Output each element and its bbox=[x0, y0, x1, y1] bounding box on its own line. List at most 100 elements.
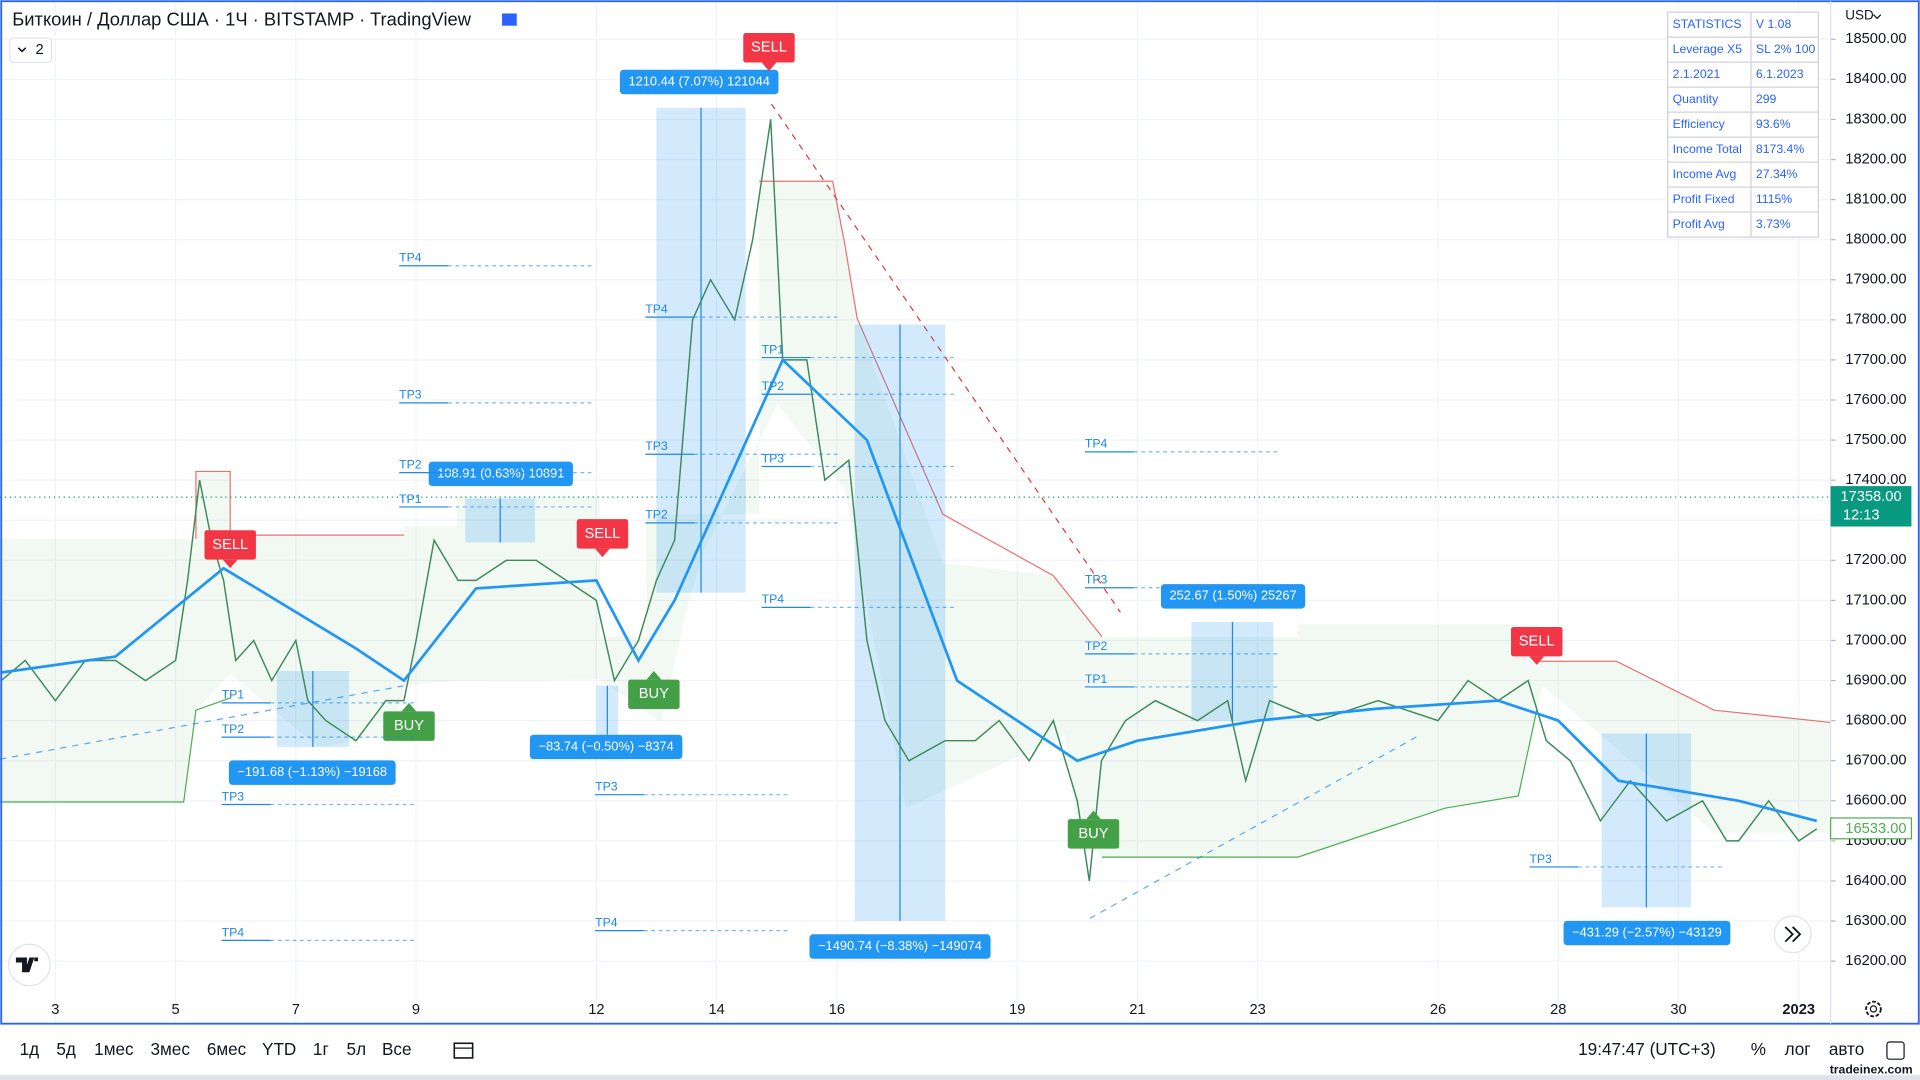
target-label: TP4 bbox=[762, 592, 785, 606]
stats-text: Income Avg bbox=[1673, 167, 1737, 181]
stats-cell bbox=[1667, 86, 1752, 113]
target-label: TP3 bbox=[399, 388, 422, 402]
target-label: TP4 bbox=[222, 925, 245, 939]
x-tick-label: 14 bbox=[708, 1002, 724, 1018]
x-tick-label: 5 bbox=[171, 1002, 179, 1018]
y-tick-label: 16700.00 bbox=[1845, 753, 1906, 769]
y-tick-label: 16900.00 bbox=[1845, 672, 1906, 688]
toolbar-edge bbox=[0, 1075, 1920, 1080]
trend-zone bbox=[0, 181, 1831, 858]
trade-label: −431.29 (−2.57%) −43129 bbox=[1572, 924, 1722, 939]
scale-option[interactable]: лог bbox=[1785, 1039, 1811, 1059]
range-button[interactable]: 1мес bbox=[94, 1039, 134, 1059]
target-label: TP1 bbox=[762, 342, 785, 356]
x-tick-label: 9 bbox=[412, 1002, 420, 1018]
watermark: tradeinex.com bbox=[1830, 1062, 1913, 1076]
stats-cell bbox=[1750, 86, 1819, 113]
toolbar-menu-icon[interactable] bbox=[1886, 1041, 1905, 1060]
chevron-icon bbox=[17, 47, 27, 53]
signal-label: SELL bbox=[751, 40, 787, 56]
y-tick-label: 16400.00 bbox=[1845, 873, 1906, 889]
stats-text: Quantity bbox=[1673, 92, 1719, 106]
signal-label: SELL bbox=[584, 526, 620, 542]
target-label: TP3 bbox=[645, 439, 668, 453]
range-button[interactable]: 5л bbox=[347, 1039, 367, 1059]
x-tick-label: 30 bbox=[1670, 1002, 1686, 1018]
currency-label[interactable]: USD bbox=[1845, 7, 1874, 22]
trade-label: −83.74 (−0.50%) −8374 bbox=[538, 738, 673, 753]
stop-line bbox=[1102, 710, 1538, 858]
indicator-toggle[interactable] bbox=[9, 37, 53, 64]
trade-label: 1210.44 (7.07%) 121044 bbox=[628, 73, 769, 88]
y-tick-label: 18400.00 bbox=[1845, 71, 1906, 87]
signal-bg bbox=[576, 519, 629, 549]
x-tick-label: 2023 bbox=[1782, 1002, 1815, 1018]
signal-pointer bbox=[1086, 810, 1101, 820]
indicator-price: 16533.00 bbox=[1845, 821, 1906, 837]
trade-label-bg bbox=[228, 760, 396, 785]
range-button[interactable]: 1г bbox=[313, 1039, 329, 1059]
clock[interactable]: 19:47:47 (UTC+3) bbox=[1578, 1039, 1716, 1059]
y-tick-label: 17800.00 bbox=[1845, 312, 1906, 328]
x-tick-label: 7 bbox=[292, 1002, 300, 1018]
range-button[interactable]: 3мес bbox=[151, 1039, 191, 1059]
tradingview-logo bbox=[7, 943, 51, 987]
x-tick-label: 21 bbox=[1129, 1002, 1145, 1018]
signal-label: BUY bbox=[394, 718, 424, 734]
x-tick-label: 28 bbox=[1550, 1002, 1566, 1018]
chevron-icon bbox=[1873, 14, 1882, 20]
range-button[interactable]: 1д bbox=[20, 1039, 40, 1059]
range-button[interactable]: 5д bbox=[56, 1039, 76, 1059]
target-label: TP3 bbox=[1529, 852, 1552, 866]
trade-label: −191.68 (−1.13%) −19168 bbox=[237, 764, 387, 779]
y-tick-label: 17100.00 bbox=[1845, 592, 1906, 608]
signal-label: BUY bbox=[639, 686, 669, 702]
scroll-right-button[interactable] bbox=[1773, 915, 1812, 954]
target-label: TP1 bbox=[1085, 672, 1108, 686]
stats-text: Profit Fixed bbox=[1673, 192, 1735, 206]
y-tick-label: 18100.00 bbox=[1845, 191, 1906, 207]
stats-text: Efficiency bbox=[1673, 117, 1726, 131]
stats-text: SL 2% 100 bbox=[1756, 42, 1816, 56]
y-tick-label: 16300.00 bbox=[1845, 913, 1906, 929]
chart-frame bbox=[0, 0, 1920, 1025]
range-button[interactable]: Все bbox=[382, 1039, 412, 1059]
stop-line bbox=[195, 470, 405, 539]
signal-pointer bbox=[646, 671, 662, 680]
y-tick-label: 16200.00 bbox=[1845, 953, 1906, 969]
date-range-icon[interactable] bbox=[453, 1042, 474, 1059]
scale-option[interactable]: % bbox=[1751, 1039, 1766, 1059]
settings-icon[interactable] bbox=[1865, 1000, 1882, 1018]
target-label: TP3 bbox=[222, 789, 245, 803]
stop-line bbox=[759, 180, 1103, 638]
range-button[interactable]: 6мес bbox=[207, 1039, 247, 1059]
x-tick-label: 12 bbox=[588, 1002, 604, 1018]
signal-pointer bbox=[761, 62, 777, 72]
target-label: TP2 bbox=[762, 379, 785, 393]
signal-label: SELL bbox=[1519, 634, 1555, 650]
trade-boxes bbox=[276, 107, 1692, 921]
signal-bg bbox=[1067, 819, 1120, 849]
target-label: TP3 bbox=[595, 780, 618, 794]
y-tick-label: 17500.00 bbox=[1845, 432, 1906, 448]
signal-bg bbox=[204, 530, 256, 560]
flag-icon bbox=[502, 13, 517, 26]
y-tick-label: 18300.00 bbox=[1845, 111, 1906, 127]
signal-pointer bbox=[401, 702, 417, 712]
trade-label-bg bbox=[619, 69, 779, 95]
x-tick-label: 19 bbox=[1009, 1002, 1025, 1018]
stats-cell bbox=[1750, 186, 1819, 213]
stats-text: 1115% bbox=[1756, 192, 1792, 206]
x-tick-label: 3 bbox=[51, 1002, 59, 1018]
stats-text: 93.6% bbox=[1756, 117, 1791, 131]
y-tick-label: 17200.00 bbox=[1845, 552, 1906, 568]
trade-label-bg bbox=[529, 734, 683, 760]
range-button[interactable]: YTD bbox=[262, 1039, 296, 1059]
scale-option[interactable]: авто bbox=[1829, 1039, 1864, 1059]
y-tick-label: 16600.00 bbox=[1845, 793, 1906, 809]
y-tick-label: 17400.00 bbox=[1845, 472, 1906, 488]
